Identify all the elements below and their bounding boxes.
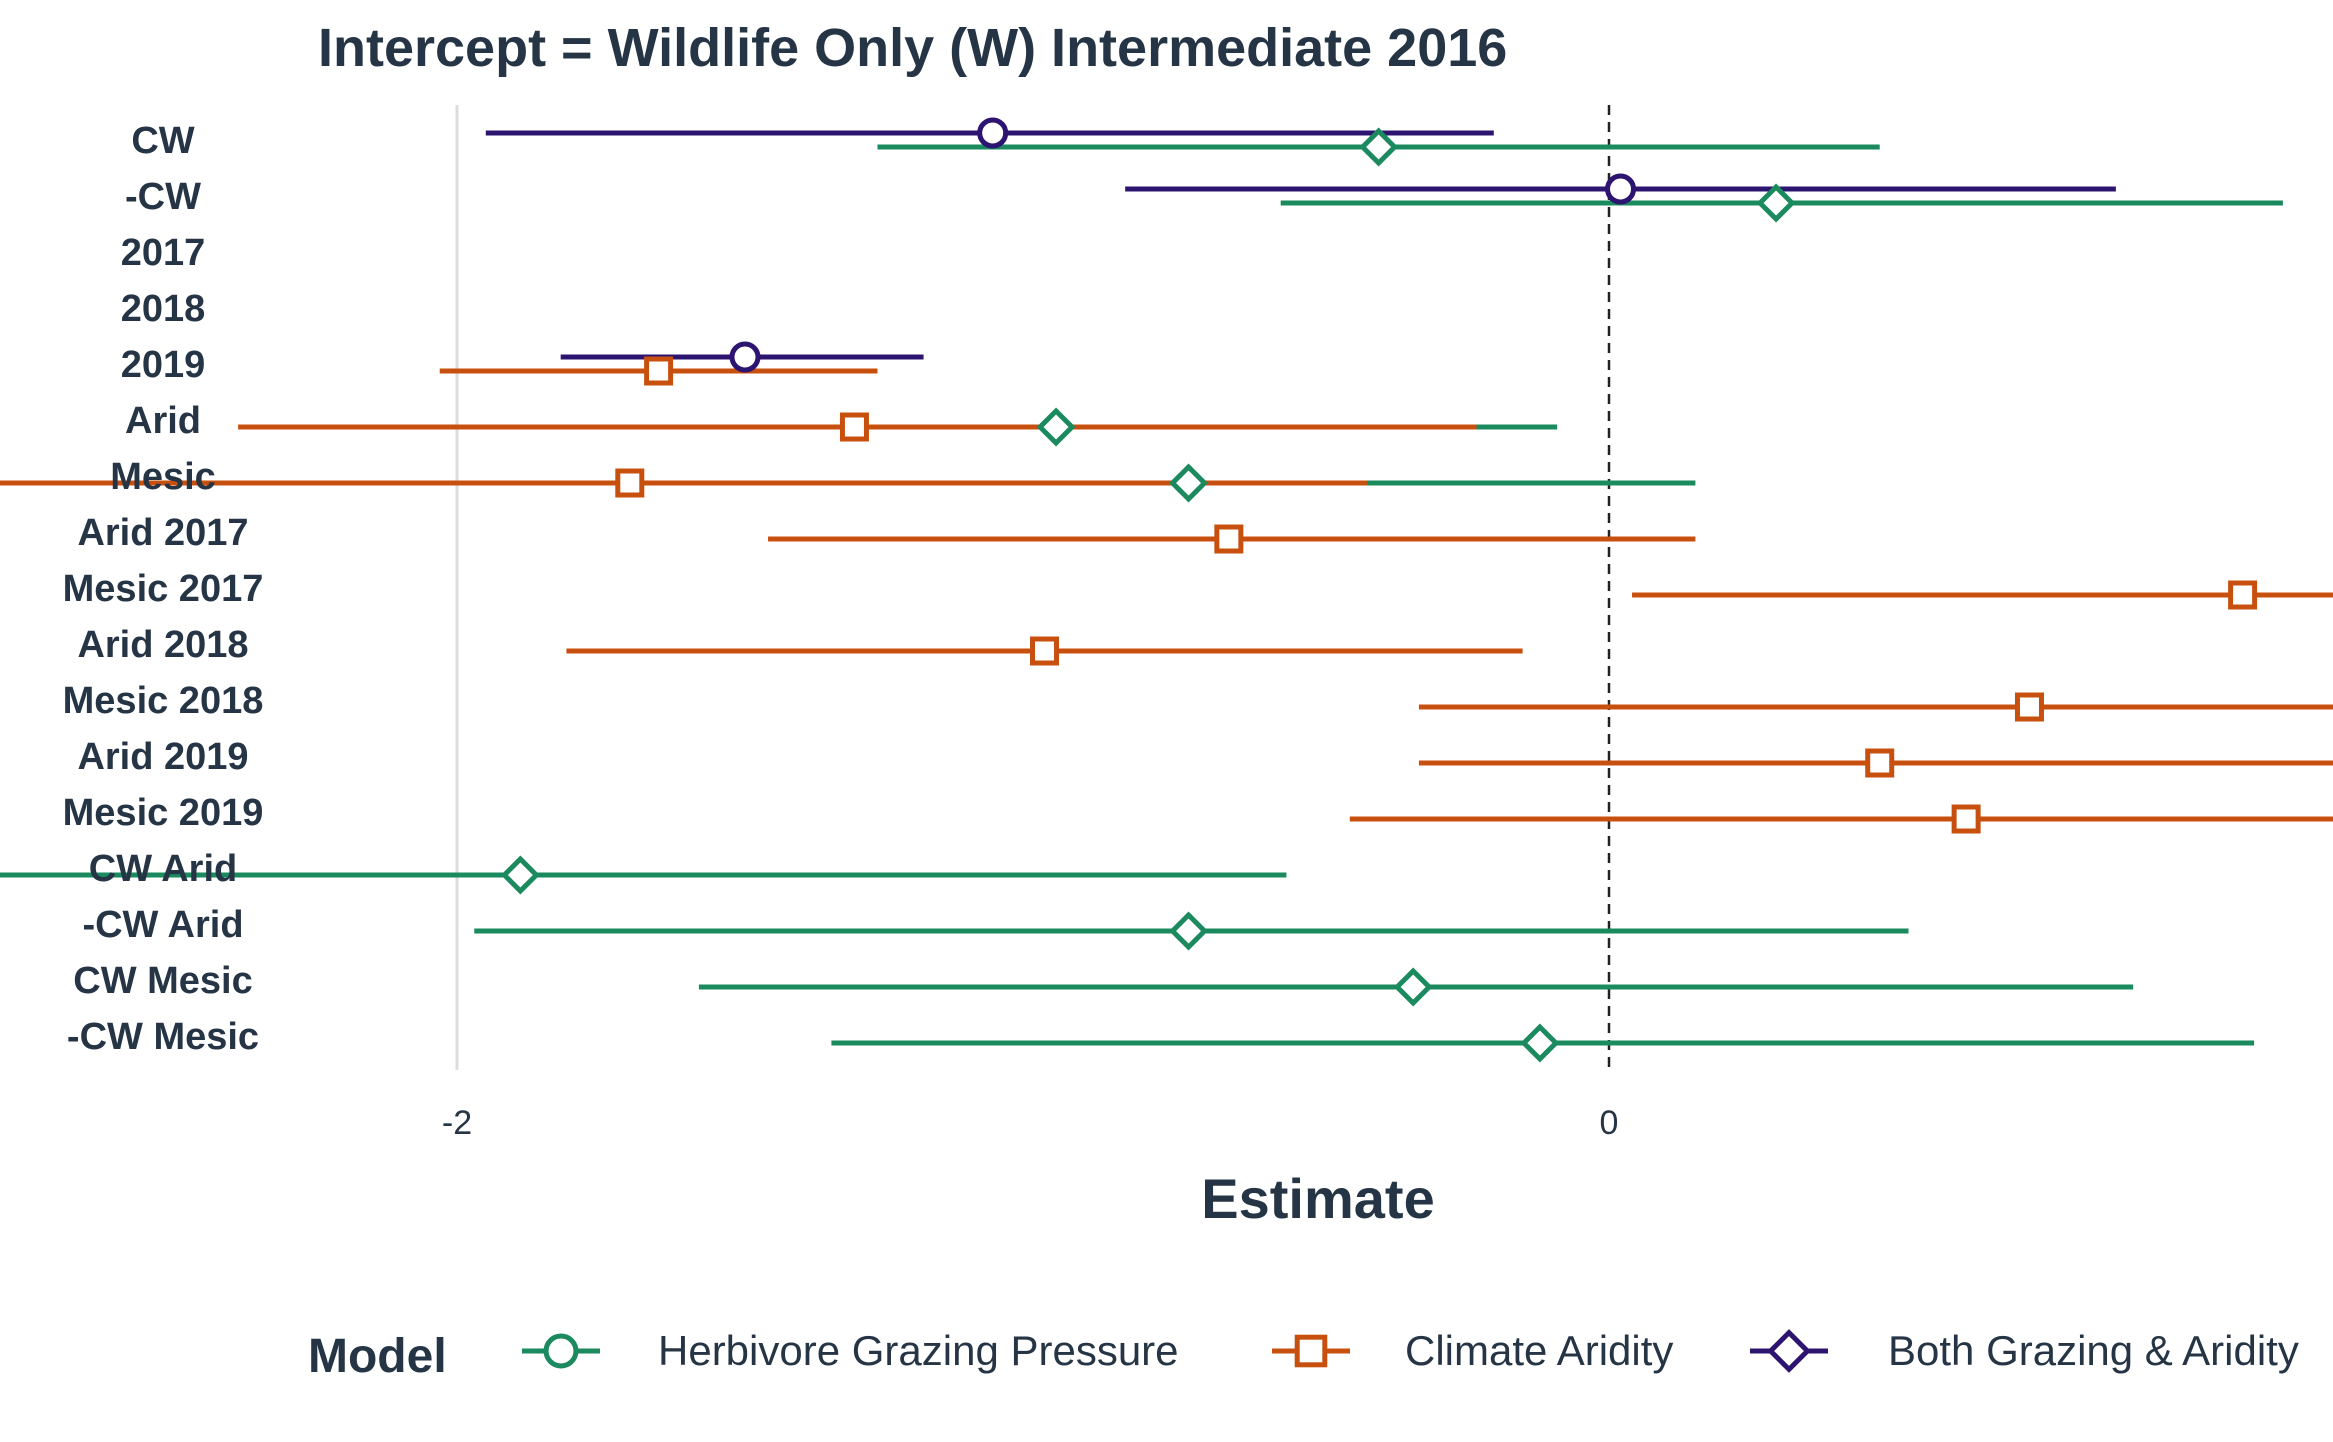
point-estimate — [615, 468, 645, 498]
legend: Model Herbivore Grazing Pressure Climate … — [308, 1327, 2299, 1383]
series-climate-aridity — [0, 368, 2333, 822]
x-tick-label: -2 — [442, 1104, 472, 1142]
x-tick-label: 0 — [1600, 1104, 1619, 1142]
series-points-herbivore-grazing-pressure — [500, 127, 1796, 1063]
point-estimate — [644, 356, 674, 386]
y-tick-label: CW — [131, 120, 194, 162]
y-tick-label: 2017 — [121, 232, 206, 274]
point-estimate — [500, 855, 540, 895]
y-tick-label: Mesic 2019 — [63, 792, 264, 834]
legend-item: Both Grazing & Aridity — [1750, 1327, 2299, 1374]
grid-lines — [455, 105, 459, 1070]
point-estimate — [1605, 173, 1637, 205]
legend-label: Climate Aridity — [1405, 1327, 1673, 1374]
x-axis-tick-labels: -4-202 — [442, 1104, 1619, 1142]
series-points-both-grazing-aridity — [729, 117, 1637, 373]
point-estimate — [2014, 692, 2044, 722]
point-estimate — [1214, 524, 1244, 554]
y-tick-label: Mesic — [110, 456, 216, 498]
y-tick-label: CW Arid — [89, 848, 237, 890]
point-estimate — [1168, 463, 1209, 503]
y-tick-label: 2019 — [121, 344, 206, 386]
y-tick-label: Arid 2019 — [77, 736, 248, 778]
chart-marks — [0, 117, 2333, 1063]
legend-label: Both Grazing & Aridity — [1888, 1327, 2299, 1374]
point-estimate — [2228, 580, 2258, 610]
y-tick-label: Arid 2017 — [77, 512, 248, 554]
y-tick-label: Mesic 2018 — [63, 680, 264, 722]
point-estimate — [1168, 911, 1209, 951]
y-tick-label: -CW Arid — [82, 904, 243, 946]
series-both-grazing-aridity — [485, 130, 2116, 360]
y-tick-label: Arid 2018 — [77, 624, 248, 666]
point-estimate — [1951, 804, 1981, 834]
y-tick-label: 2018 — [121, 288, 206, 330]
y-tick-label: Mesic 2017 — [63, 568, 264, 610]
point-estimate — [1030, 636, 1060, 666]
series-points-climate-aridity — [615, 356, 2258, 834]
legend-key-marker — [1294, 1334, 1328, 1368]
y-tick-label: CW Mesic — [73, 960, 252, 1002]
point-estimate — [1393, 967, 1433, 1007]
y-axis-tick-labels: CW -CW 2017 2018 2019 Arid Mesic Arid 2017 Mesic… — [63, 120, 264, 1058]
chart-title: Intercept = Wildlife Only (W) Intermedia… — [318, 18, 1507, 78]
legend-label: Herbivore Grazing Pressure — [658, 1327, 1179, 1374]
y-tick-label: -CW Mesic — [67, 1016, 259, 1058]
legend-key-marker — [543, 1333, 579, 1369]
y-tick-label: -CW — [125, 176, 201, 218]
point-estimate — [977, 117, 1009, 149]
point-estimate — [1520, 1023, 1560, 1063]
legend-item: Herbivore Grazing Pressure — [522, 1327, 1179, 1374]
point-estimate — [839, 412, 869, 442]
point-estimate — [1359, 127, 1399, 167]
point-estimate — [729, 341, 761, 373]
point-estimate — [1756, 183, 1796, 223]
legend-item: Climate Aridity — [1272, 1327, 1673, 1374]
x-axis-label: Estimate — [1201, 1167, 1434, 1230]
point-estimate — [1036, 407, 1076, 447]
legend-key-marker — [1767, 1329, 1811, 1373]
point-estimate — [1865, 748, 1895, 778]
legend-title: Model — [308, 1330, 447, 1383]
y-tick-label: Arid — [125, 400, 201, 442]
